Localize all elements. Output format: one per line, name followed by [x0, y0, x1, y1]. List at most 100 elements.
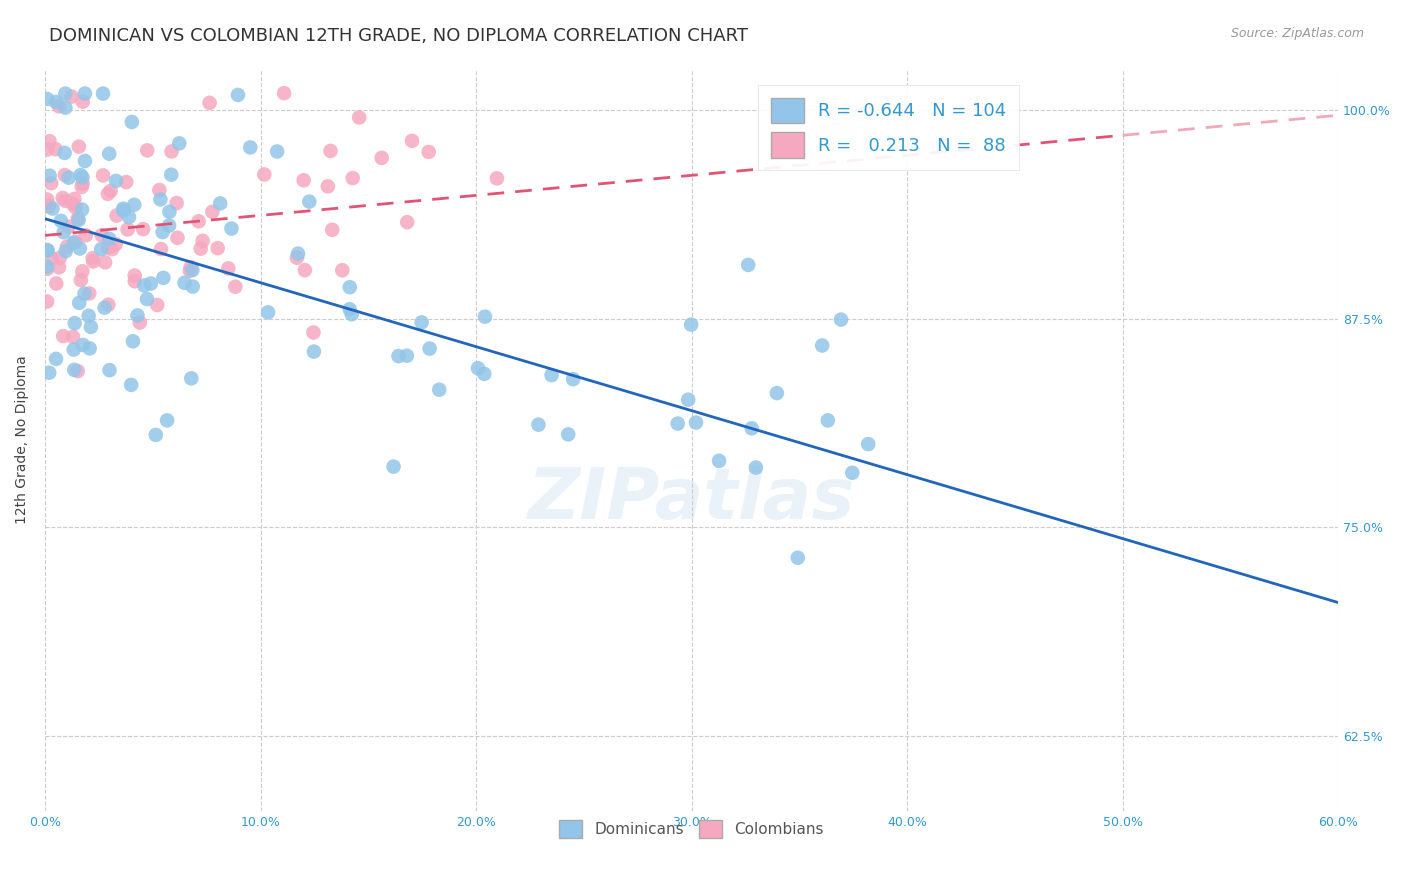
- Point: [52, 329, 75, 343]
- Point: [121, 115, 143, 129]
- Point: [37, 294, 59, 309]
- Point: [67, 139, 90, 153]
- Point: [302, 344, 325, 359]
- Point: [224, 279, 246, 293]
- Point: [474, 310, 496, 324]
- Point: [73, 153, 96, 168]
- Point: [562, 372, 585, 386]
- Point: [80, 319, 103, 334]
- Point: [63, 363, 86, 377]
- Point: [97, 240, 120, 254]
- Point: [316, 179, 339, 194]
- Point: [136, 292, 159, 306]
- Point: [159, 204, 181, 219]
- Point: [347, 111, 370, 125]
- Point: [136, 144, 159, 158]
- Point: [180, 260, 202, 274]
- Point: [104, 237, 127, 252]
- Point: [37, 92, 59, 106]
- Point: [53, 194, 76, 208]
- Point: [187, 214, 209, 228]
- Point: [157, 219, 180, 233]
- Point: [93, 301, 115, 315]
- Point: [94, 255, 117, 269]
- Point: [104, 174, 127, 188]
- Point: [418, 145, 440, 159]
- Point: [124, 274, 146, 288]
- Point: [65, 235, 87, 249]
- Point: [101, 242, 124, 256]
- Point: [62, 235, 84, 250]
- Point: [266, 145, 288, 159]
- Point: [786, 550, 808, 565]
- Point: [49, 214, 72, 228]
- Point: [79, 342, 101, 356]
- Point: [180, 371, 202, 385]
- Point: [741, 421, 763, 435]
- Point: [56, 239, 79, 253]
- Point: [339, 302, 361, 317]
- Point: [37, 261, 59, 276]
- Point: [401, 134, 423, 148]
- Point: [681, 318, 703, 332]
- Point: [75, 228, 97, 243]
- Point: [132, 222, 155, 236]
- Point: [120, 377, 142, 392]
- Point: [287, 246, 309, 260]
- Point: [73, 286, 96, 301]
- Text: Source: ZipAtlas.com: Source: ZipAtlas.com: [1230, 27, 1364, 40]
- Point: [201, 204, 224, 219]
- Point: [330, 263, 353, 277]
- Point: [173, 276, 195, 290]
- Point: [67, 213, 90, 227]
- Point: [112, 202, 135, 216]
- Point: [66, 211, 89, 226]
- Point: [139, 277, 162, 291]
- Point: [48, 99, 70, 113]
- Point: [39, 176, 62, 190]
- Point: [41, 252, 63, 266]
- Point: [82, 252, 104, 266]
- Point: [737, 258, 759, 272]
- Point: [105, 209, 128, 223]
- Point: [253, 168, 276, 182]
- Point: [117, 222, 139, 236]
- Point: [150, 242, 173, 256]
- Point: [52, 225, 75, 239]
- Point: [666, 417, 689, 431]
- Point: [37, 193, 59, 207]
- Point: [817, 413, 839, 427]
- Point: [37, 243, 59, 257]
- Point: [485, 171, 508, 186]
- Point: [115, 175, 138, 189]
- Point: [285, 251, 308, 265]
- Point: [411, 315, 433, 329]
- Point: [181, 279, 204, 293]
- Point: [745, 460, 768, 475]
- Point: [156, 413, 179, 427]
- Point: [72, 177, 94, 191]
- Point: [45, 277, 67, 291]
- Point: [55, 87, 77, 101]
- Point: [66, 364, 89, 378]
- Point: [67, 296, 90, 310]
- Point: [166, 231, 188, 245]
- Point: [427, 383, 450, 397]
- Point: [148, 183, 170, 197]
- Point: [198, 95, 221, 110]
- Point: [811, 338, 834, 352]
- Point: [292, 173, 315, 187]
- Point: [98, 146, 121, 161]
- Point: [370, 151, 392, 165]
- Point: [49, 251, 72, 265]
- Point: [340, 307, 363, 321]
- Point: [152, 225, 174, 239]
- Point: [98, 363, 121, 377]
- Point: [226, 87, 249, 102]
- Point: [342, 171, 364, 186]
- Point: [100, 184, 122, 198]
- Point: [37, 260, 59, 274]
- Point: [830, 312, 852, 326]
- Point: [127, 309, 149, 323]
- Point: [97, 298, 120, 312]
